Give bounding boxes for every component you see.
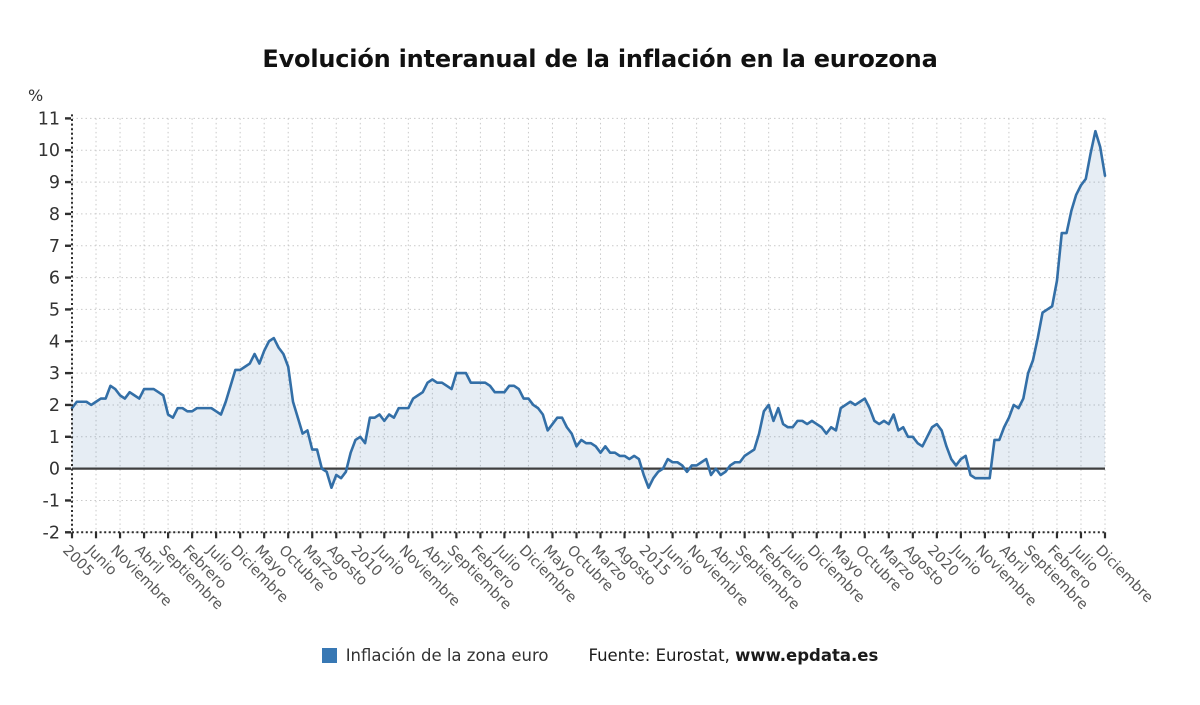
y-unit-label: % [28, 86, 43, 105]
svg-text:5: 5 [49, 300, 60, 320]
y-axis [65, 114, 73, 535]
legend-item: Inflación de la zona euro [321, 646, 549, 665]
svg-text:3: 3 [49, 364, 60, 384]
x-axis [70, 531, 1107, 539]
series-area [72, 131, 1105, 488]
svg-text:-1: -1 [43, 491, 60, 511]
legend-marker [321, 648, 337, 663]
svg-text:1: 1 [49, 428, 60, 448]
svg-text:8: 8 [49, 205, 60, 225]
x-gridlines [71, 118, 1106, 533]
svg-text:9: 9 [49, 173, 60, 193]
svg-text:4: 4 [49, 332, 60, 352]
svg-text:-2: -2 [43, 523, 60, 543]
svg-text:2: 2 [49, 396, 60, 416]
series-line [70, 129, 1107, 490]
svg-text:10: 10 [38, 141, 60, 161]
source-prefix: Fuente: Eurostat, [588, 646, 736, 665]
svg-text:7: 7 [49, 237, 60, 257]
chart-footer: Inflación de la zona euro Fuente: Eurost… [0, 646, 1200, 665]
svg-text:6: 6 [49, 269, 60, 289]
svg-text:Diciembre: Diciembre [1092, 543, 1156, 607]
source-link[interactable]: www.epdata.es [735, 646, 879, 665]
svg-text:11: 11 [38, 109, 60, 129]
y-tick-labels: -2 -1 0 1 2 3 4 5 6 7 8 9 10 11 [38, 109, 60, 543]
legend-series-label: Inflación de la zona euro [345, 646, 549, 665]
x-tick-labels: 2005JunioNoviembreAbrilSeptiembreFebrero… [59, 542, 1156, 613]
svg-text:0: 0 [49, 460, 60, 480]
chart-title: Evolución interanual de la inflación en … [262, 45, 938, 74]
source-text: Fuente: Eurostat, www.epdata.es [588, 646, 878, 665]
y-gridlines [72, 117, 1105, 533]
